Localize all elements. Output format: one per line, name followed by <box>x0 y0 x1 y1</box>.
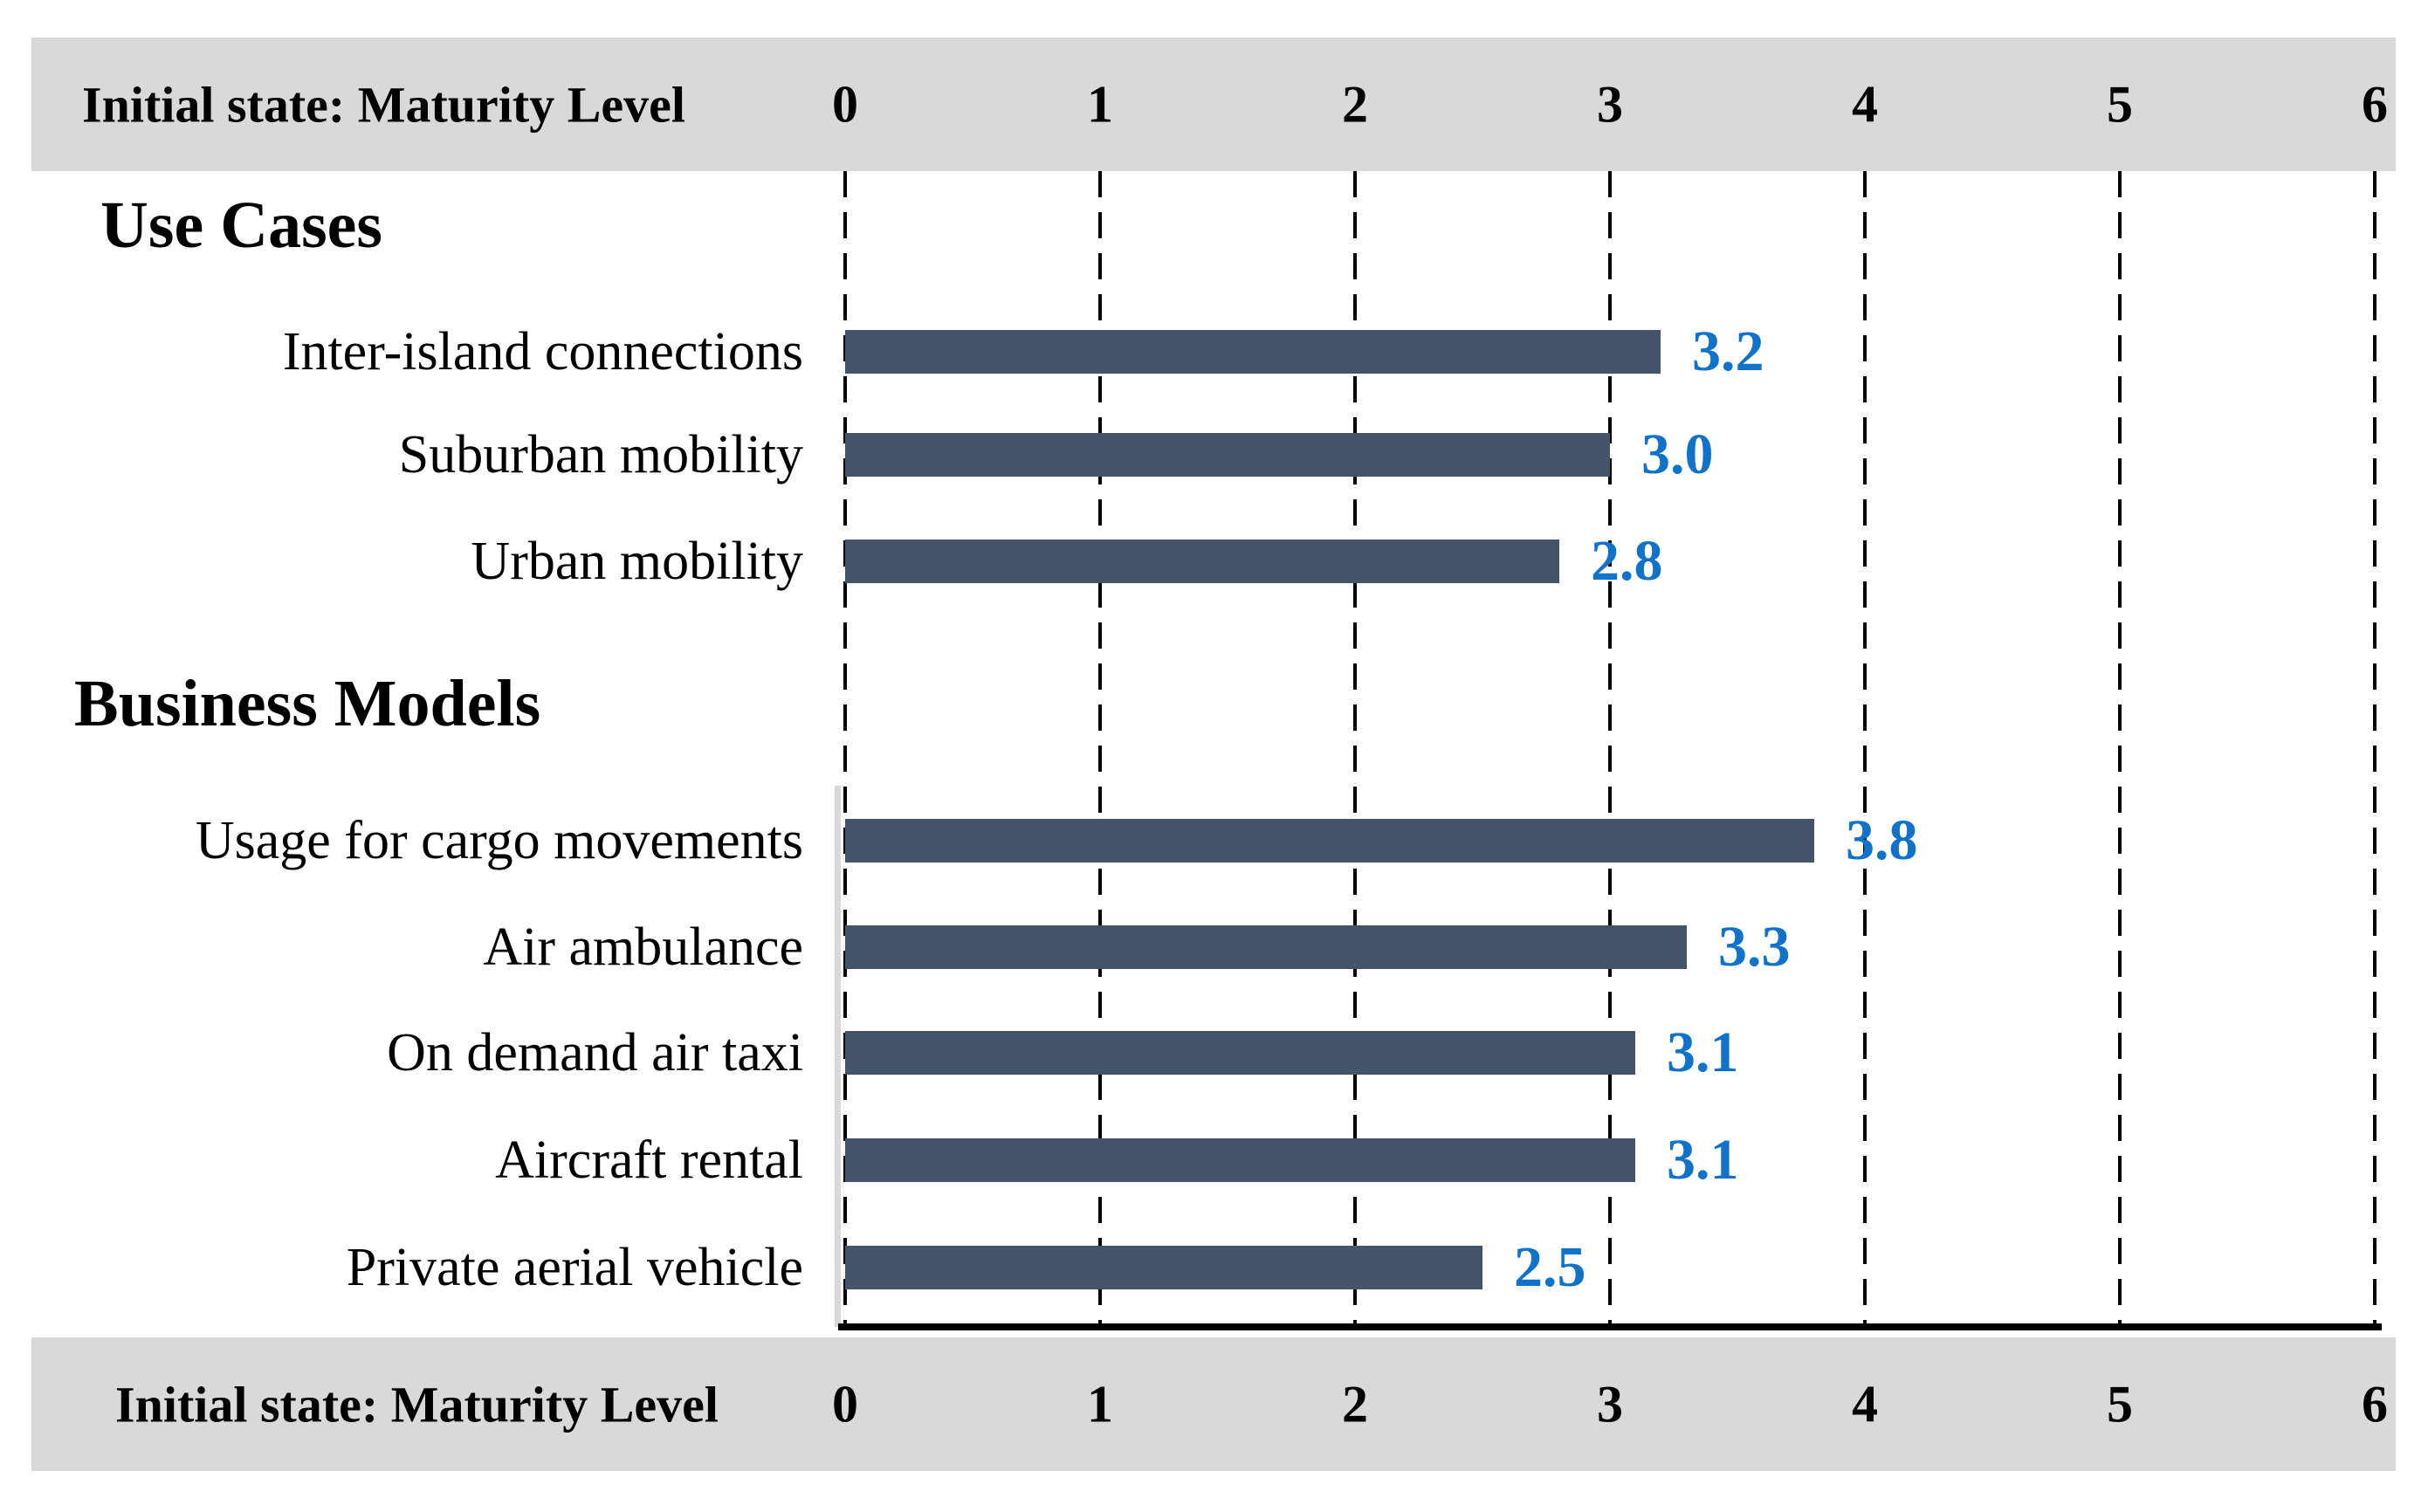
gridline-5 <box>2118 171 2122 1327</box>
bar <box>845 330 1661 374</box>
bar-value-label: 3.1 <box>1667 1021 1739 1084</box>
bar <box>845 1138 1635 1182</box>
bottom-axis-band: Initial state: Maturity Level 0 1 2 3 4 5 6 <box>31 1337 2396 1471</box>
axis-tick-label-4: 4 <box>1852 1375 1878 1433</box>
axis-tick-label-1: 1 <box>1087 75 1113 133</box>
axis-tick-label-2: 2 <box>1342 75 1368 133</box>
axis-tick-label-6: 6 <box>2362 1375 2388 1433</box>
bar <box>845 1031 1635 1075</box>
gridline-4 <box>1863 171 1867 1327</box>
bar-value-label: 3.2 <box>1692 320 1764 383</box>
bar-value-label: 2.8 <box>1591 529 1663 593</box>
axis-tick-label-3: 3 <box>1597 75 1623 133</box>
bar <box>845 433 1610 477</box>
axis-tick-label-0: 0 <box>832 75 858 133</box>
gridline-6 <box>2373 171 2377 1327</box>
category-label: On demand air taxi <box>387 1023 803 1082</box>
bar-value-label: 3.1 <box>1667 1128 1739 1192</box>
axis-tick-label-3: 3 <box>1597 1375 1623 1433</box>
bottom-axis-title: Initial state: Maturity Level <box>115 1376 719 1433</box>
y-axis-stub <box>835 786 841 1327</box>
bar-value-label: 2.5 <box>1514 1235 1586 1299</box>
bar-value-label: 3.3 <box>1718 915 1791 979</box>
axis-tick-label-2: 2 <box>1342 1375 1368 1433</box>
bar-value-label: 3.0 <box>1641 423 1714 486</box>
axis-tick-label-5: 5 <box>2107 1375 2133 1433</box>
x-axis-line <box>838 1323 2382 1330</box>
category-label: Suburban mobility <box>398 425 803 485</box>
bar <box>845 1246 1482 1289</box>
top-axis-title: Initial state: Maturity Level <box>82 76 686 133</box>
category-label: Inter-island connections <box>282 322 803 381</box>
section-heading: Business Models <box>74 666 541 740</box>
bar <box>845 819 1814 863</box>
category-label: Urban mobility <box>471 532 803 591</box>
gridline-1 <box>1098 171 1102 1327</box>
top-axis-band: Initial state: Maturity Level 0 1 2 3 4 5 6 <box>31 38 2396 171</box>
bar <box>845 925 1687 969</box>
gridline-3 <box>1608 171 1612 1327</box>
category-label: Aircraft rental <box>495 1131 803 1190</box>
axis-tick-label-4: 4 <box>1852 75 1878 133</box>
category-label: Private aerial vehicle <box>346 1238 803 1297</box>
axis-tick-label-6: 6 <box>2362 75 2388 133</box>
section-heading: Use Cases <box>100 188 382 262</box>
axis-tick-label-5: 5 <box>2107 75 2133 133</box>
category-label: Usage for cargo movements <box>195 811 803 870</box>
category-label: Air ambulance <box>483 918 803 977</box>
bar-value-label: 3.8 <box>1846 808 1918 872</box>
gridline-2 <box>1353 171 1357 1327</box>
bar <box>845 540 1559 583</box>
axis-tick-label-0: 0 <box>832 1375 858 1433</box>
axis-tick-label-1: 1 <box>1087 1375 1113 1433</box>
gridline-0 <box>843 171 847 1327</box>
